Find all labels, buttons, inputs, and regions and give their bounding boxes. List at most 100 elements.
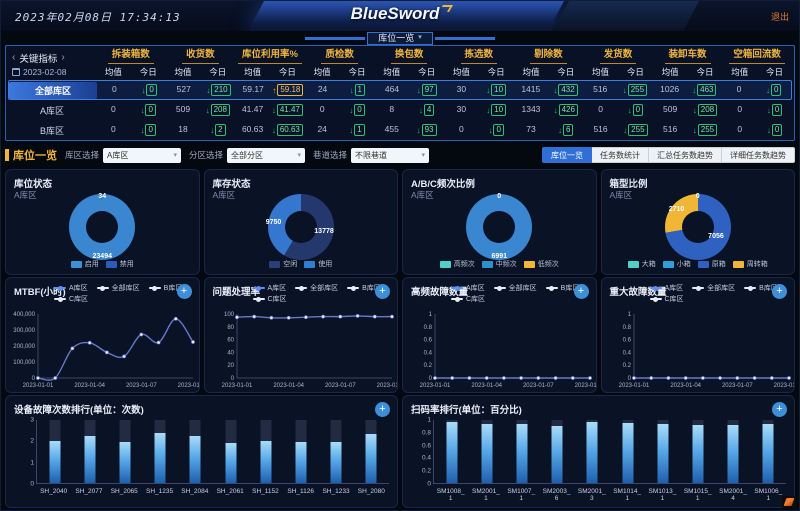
bar-slot[interactable] — [143, 420, 178, 483]
legend-item[interactable]: B库区 — [148, 283, 182, 293]
legend-item[interactable]: 禁用 — [105, 259, 134, 269]
bar-slot[interactable] — [504, 420, 539, 483]
bar-slot[interactable] — [575, 420, 610, 483]
expand-plus-button[interactable]: + — [375, 284, 390, 299]
legend-item[interactable]: C库区 — [451, 294, 485, 304]
legend-marker-icon — [252, 285, 265, 291]
expand-plus-button[interactable]: + — [772, 402, 787, 417]
filter-select-value: A库区 — [107, 150, 129, 160]
filter-select-2[interactable]: 不限巷道 ▾ — [351, 147, 430, 163]
legend-item[interactable]: 使用 — [304, 259, 332, 269]
legend-item[interactable]: 中频次 — [481, 259, 517, 269]
kpi-date-picker[interactable]: 2023-02-08 — [12, 67, 96, 77]
kpi-column-title: 拣选数 — [444, 47, 514, 64]
legend-item[interactable]: 原箱 — [697, 259, 726, 269]
kpi-row-item[interactable]: A库区 0 ↓ 0 509 ↓ 208 41.47 ↓ 41.47 0 ↓ 0 8 ↓ 4 30 ↓ 10 1343 ↓… — [8, 100, 792, 120]
legend-item[interactable]: C库区 — [649, 294, 684, 304]
legend-item[interactable]: 启用 — [70, 259, 99, 269]
kpi-row-selected[interactable]: 全部库区 0 ↓ 0 527 ↓ 210 59.17 ↑ 59.18 24 ↓ 1 464 ↓ 97 30 ↓ 10… — [8, 80, 792, 100]
kpi-cell-today: ↓ 0 — [757, 124, 792, 136]
kpi-row-label[interactable]: A库区 — [39, 105, 64, 116]
legend-item[interactable]: 大箱 — [627, 259, 656, 269]
bar-slot[interactable] — [319, 420, 354, 483]
kpi-cell-avg: 0 — [737, 124, 743, 134]
donut-ring[interactable] — [466, 194, 533, 260]
kpi-column-title-text: 空箱回流数 — [729, 47, 785, 64]
legend-item[interactable]: A库区 — [54, 283, 88, 293]
legend-item[interactable]: C库区 — [54, 294, 88, 304]
prev-icon[interactable]: ‹ — [12, 52, 16, 63]
legend-label: A库区 — [664, 285, 684, 292]
arrow-down-icon: ↓ — [418, 105, 423, 115]
kpi-row-cells: 0 ↓ 0 18 ↓ 2 60.63 ↓ 60.63 24 ↓ 1 455 ↓ 93 0 ↓ 0 73 ↓ 6 516 ↓ 2… — [96, 124, 792, 136]
legend-item[interactable]: 小箱 — [662, 259, 691, 269]
bar-slot[interactable] — [716, 420, 751, 483]
bar-slot[interactable] — [248, 420, 283, 483]
legend-item[interactable]: A库区 — [451, 283, 485, 293]
legend-marker-icon — [252, 296, 265, 302]
legend-item[interactable]: 高频次 — [439, 259, 475, 269]
bar-slot[interactable] — [283, 420, 318, 483]
legend-item[interactable]: 空闲 — [269, 259, 297, 269]
expand-plus-button[interactable]: + — [375, 402, 390, 417]
bar-slot[interactable] — [680, 420, 715, 483]
legend-item[interactable]: 全部库区 — [692, 283, 735, 293]
view-tab[interactable]: 汇总任务数趋势 — [649, 147, 722, 163]
legend-marker-icon — [295, 285, 308, 291]
svg-text:0: 0 — [627, 376, 631, 382]
bar-slot[interactable] — [751, 420, 786, 483]
kpi-cell-today: ↓ 0 — [618, 104, 653, 116]
legend-item[interactable]: B库区 — [545, 283, 579, 293]
legend-item[interactable]: A库区 — [252, 283, 286, 293]
kpi-cell-today-value: 41.47 — [276, 104, 303, 116]
kpi-cell-today-value: 0 — [632, 104, 644, 116]
kpi-cell-today-value: 255 — [627, 84, 648, 96]
bar-slot[interactable] — [645, 420, 680, 483]
kpi-row-item[interactable]: B库区 0 ↓ 0 18 ↓ 2 60.63 ↓ 60.63 24 ↓ 1 455 ↓ 93 0 ↓ 0 73 ↓ 6 51… — [8, 120, 792, 140]
kpi-row-cells: 0 ↓ 0 509 ↓ 208 41.47 ↓ 41.47 0 ↓ 0 8 ↓ 4 30 ↓ 10 1343 ↓ 426… — [96, 104, 792, 116]
filter-select-1[interactable]: 全部分区 ▾ — [227, 147, 306, 163]
kpi-cell: 0 ↓ 0 — [722, 84, 791, 96]
view-tab[interactable]: 任务数统计 — [592, 147, 649, 163]
legend-item[interactable]: B库区 — [744, 283, 778, 293]
next-icon[interactable]: › — [61, 52, 65, 63]
kpi-row-label[interactable]: B库区 — [39, 125, 64, 136]
kpi-cell-today: ↓ 463 — [687, 84, 722, 96]
bar-fill — [657, 423, 669, 483]
expand-plus-button[interactable]: + — [772, 284, 787, 299]
expand-plus-button[interactable]: + — [573, 284, 589, 299]
bar-slot[interactable] — [610, 420, 645, 483]
expand-plus-button[interactable]: + — [176, 284, 192, 299]
bar-slot[interactable] — [213, 420, 248, 483]
bar-slot[interactable] — [37, 420, 72, 483]
legend-item[interactable]: C库区 — [252, 294, 287, 304]
legend-item[interactable]: 周转箱 — [732, 259, 768, 269]
kpi-column-title: 剔除数 — [514, 47, 584, 64]
logout-link[interactable]: 退出 — [770, 12, 789, 22]
view-tab[interactable]: 库位一览 — [542, 147, 592, 163]
kpi-subheader-today: 今日 — [209, 67, 227, 77]
legend-item[interactable]: 全部库区 — [295, 283, 338, 293]
legend-item[interactable]: A库区 — [649, 283, 684, 293]
legend-item[interactable]: 全部库区 — [493, 283, 537, 293]
bar-slot[interactable] — [354, 420, 389, 483]
legend-item[interactable]: 低频次 — [523, 259, 559, 269]
bar-slot[interactable] — [178, 420, 213, 483]
bar-slot[interactable] — [107, 420, 142, 483]
bar-slot[interactable] — [469, 420, 504, 483]
view-selector-tab[interactable]: 库位一览 ▾ — [367, 31, 433, 45]
donut-ring[interactable] — [267, 194, 334, 260]
legend-item[interactable]: B库区 — [347, 283, 381, 293]
bar-slot[interactable] — [434, 420, 469, 483]
kpi-column-group: 换包数 均值 今日 — [374, 47, 444, 80]
bar-slot[interactable] — [72, 420, 107, 483]
donut-ring[interactable] — [69, 194, 136, 260]
legend-item[interactable]: 全部库区 — [96, 283, 140, 293]
kpi-row-label[interactable]: 全部库区 — [9, 81, 97, 99]
bar-slot[interactable] — [540, 420, 575, 483]
view-tab[interactable]: 详细任务数趋势 — [722, 147, 795, 163]
filter-select-0[interactable]: A库区 ▾ — [103, 147, 182, 163]
donut-ring[interactable] — [664, 194, 731, 260]
kpi-corner-cell: ‹ 关键指标 › 2023-02-08 — [8, 47, 96, 80]
svg-text:2023-01-07: 2023-01-07 — [523, 383, 554, 389]
